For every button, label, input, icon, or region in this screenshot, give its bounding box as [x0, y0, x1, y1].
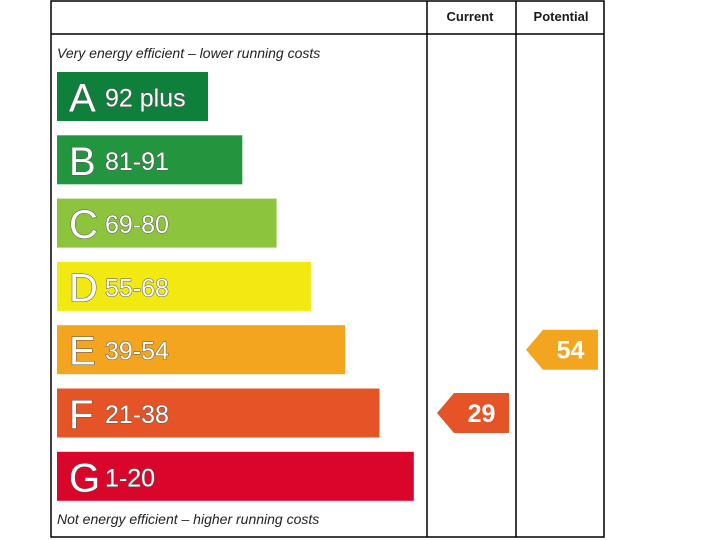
band-range-b: 81-91: [105, 148, 169, 176]
chart-frame: [50, 0, 605, 538]
band-bar-f: [57, 388, 380, 438]
band-bar-b: [57, 135, 243, 185]
band-bar-c: [57, 198, 277, 248]
band-letter-f: F: [69, 393, 93, 437]
band-letter-g: G: [69, 456, 100, 500]
band-bars: A 92 plus B 81-91C 69-80D 55-68 E 39-54 F 21-38G 1…: [57, 72, 414, 501]
column-header-current: Current: [447, 9, 495, 24]
band-letter-a: A: [69, 77, 96, 121]
top-note: Very energy efficient – lower running co…: [57, 45, 320, 61]
band-bar-a: [57, 72, 208, 121]
band-range-a: 92 plus: [105, 85, 186, 113]
potential-rating-arrow: [526, 329, 598, 370]
band-bar-d: [57, 261, 311, 311]
rating-arrows: 29 54: [437, 329, 598, 433]
band-range-g: 1-20: [105, 464, 155, 492]
band-letter-e: E: [69, 330, 96, 374]
band-range-c: 69-80: [105, 211, 169, 239]
band-range-e: 39-54: [105, 338, 169, 366]
band-range-f: 21-38: [105, 401, 169, 429]
potential-rating-value: 54: [557, 337, 585, 365]
current-rating-value: 29: [468, 400, 496, 428]
band-letter-d: D: [69, 266, 98, 310]
current-rating-arrow: [437, 393, 509, 433]
band-letter-c: C: [69, 203, 98, 247]
bottom-note: Not energy efficient – higher running co…: [57, 511, 319, 527]
band-letter-b: B: [69, 140, 96, 184]
band-bar-g: [57, 451, 414, 501]
band-range-d: 55-68: [105, 274, 169, 302]
band-bar-e: [57, 325, 346, 375]
column-header-potential: Potential: [534, 9, 589, 24]
